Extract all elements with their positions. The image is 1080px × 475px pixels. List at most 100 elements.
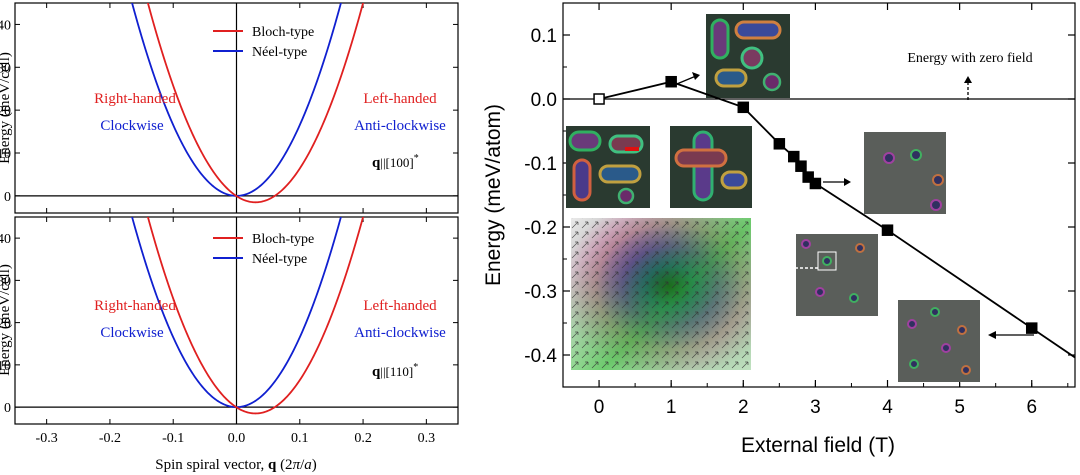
skyrmion-4T-a [801,239,811,249]
bottom-left-panel: 0 10 20 30 40 -0.3 -0.2 -0.1 0.0 0.1 0.2 0.3 Energy… [0,216,459,473]
inset-maze-1T [706,14,790,98]
panelbottom-xtick-label-0: -0.3 [36,431,58,446]
right-panel: 0 1 2 3 4 5 6 0.1 0.0 -0.1 -0.2 -0.3 -0.4 Energy (me… [482,2,1076,457]
paneltop-ytick-label-0: 0 [4,190,11,205]
right-xtick-label-6: 6 [1026,397,1037,418]
right-ytick-label-4: -0.3 [524,282,557,303]
top-curves [15,3,458,213]
panelbottom-xtick-label-2: -0.1 [162,431,184,446]
panelbottom-xtick-label-3: 0.0 [228,431,246,446]
energy-series [593,75,1075,359]
right-xtick-label-1: 1 [666,397,677,418]
skyrmion-zoom-box [817,251,837,271]
top-legend-bloch-label: Bloch-type [252,25,314,40]
top-left-handed-label: Left-handed [363,91,437,107]
bottom-direction-rest: ||[110] [380,364,413,379]
inset-maze-1T-domain-d [714,68,748,88]
energy-point-7 [809,177,822,190]
panelbottom-ytick-label-2: 20 [0,317,11,332]
right-xtick-label-4: 4 [882,397,893,418]
inset-skyrmion-vector-field [571,218,751,370]
bottom-curves [15,217,458,424]
skyrmion-4T-d [815,287,825,297]
bottom-y-axis-label: Energy (meV/cell) [0,264,13,376]
x-axis-a-symbol: a [304,457,312,473]
bottom-direction-q: q [372,364,381,380]
right-ytick-label-1: 0.0 [531,90,557,111]
paneltop-ytick-label-3: 30 [0,61,11,76]
panelbottom-xtick-label-6: 0.3 [418,431,436,446]
bottom-right-handed-label: Right-handed [94,298,176,314]
skyrmion-3T-c [932,174,944,186]
right-x-axis-label: External field (T) [741,434,895,457]
skyrmion-6T-d [941,343,951,353]
energy-point-2 [737,101,750,114]
bottom-direction-label: q||[110]* [372,362,418,380]
right-xtick-label-2: 2 [738,397,749,418]
top-y-ticks: 0 10 20 30 40 [0,3,458,213]
arrow-to-6T-inset-head [988,331,996,339]
energy-point-8 [881,224,894,236]
inset-maze-1T-domain-e [762,72,782,92]
skyrmion-3T-b [910,149,922,161]
x-axis-pi-symbol: π [293,457,301,473]
right-ytick-label-0: 0.1 [531,26,557,47]
inset-maze-2T [670,126,752,208]
zero-field-arrow-head [964,76,972,83]
right-xtick-label-0: 0 [594,397,605,418]
bottom-left-handed-label: Left-handed [363,298,437,314]
right-ticks: 0 1 2 3 4 5 6 0.1 0.0 -0.1 -0.2 -0.3 -0.4 [524,2,1075,418]
right-xtick-label-5: 5 [954,397,965,418]
right-ytick-label-3: -0.2 [524,218,557,239]
inset-maze-1T-domain-b [734,20,782,40]
panelbottom-ytick-label-0: 0 [4,401,11,416]
top-direction-sup: * [414,153,419,164]
bottom-ticks: 0 10 20 30 40 -0.3 -0.2 -0.1 0.0 0.1 0.2 0.3 [0,217,458,446]
inset-maze-0T-domain-e [617,187,635,205]
inset-skyrmions-4T [796,234,878,316]
top-right-handed-label: Right-handed [94,91,176,107]
panelbottom-ytick-label-4: 40 [0,232,11,247]
paneltop-curve-bloch [146,3,365,204]
skyrmion-6T-a [907,319,917,329]
bottom-anti-clockwise-label: Anti-clockwise [354,325,446,341]
top-direction-label: q||[100]* [372,153,419,171]
bottom-x-axis-label: Spin spiral vector, q (2π/a) [155,457,317,473]
bottom-clockwise-label: Clockwise [100,325,164,341]
bottom-legend-bloch-label: Bloch-type [252,232,314,247]
top-direction-q: q [372,155,381,171]
panelbottom-xtick-label-4: 0.1 [291,431,309,446]
right-y-axis-label: Energy (meV/atom) [482,104,505,286]
bottom-direction-sup: * [413,362,418,373]
inset-skyrmions-3T [864,132,946,214]
skyrmion-3T-a [883,152,895,164]
skyrmion-6T-b [930,307,940,317]
zoom-dashed-arrow-head [789,265,795,271]
top-anti-clockwise-label: Anti-clockwise [354,118,446,134]
skyrmion-6T-e [909,359,919,369]
panelbottom-xtick-label-1: -0.2 [99,431,121,446]
inset-pointer-arrows [671,72,1034,339]
arrow-to-3T-inset-head [844,178,851,186]
inset-maze-0T-domain-a [568,130,602,152]
energy-point-4 [788,150,800,163]
inset-maze-2T-domain-c [720,170,748,190]
energy-point-1 [665,75,677,88]
skyrmion-6T-f [961,365,971,375]
skyrmion-6T-c [957,325,967,335]
skyrmion-4T-b [822,256,832,266]
panelbottom-curve-bloch [146,217,365,415]
skyrmion-3T-d [930,199,942,211]
top-clockwise-label: Clockwise [100,118,164,134]
zero-field-label: Energy with zero field [907,51,1032,66]
paneltop-ytick-label-2: 20 [0,104,11,119]
top-direction-rest: ||[100] [380,155,413,170]
top-y-axis-label: Energy (meV/cell) [0,52,13,164]
inset-maze-0T-domain-c [572,158,592,202]
energy-point-3 [773,138,786,150]
arrow-to-1T-inset-head [692,72,700,80]
skyrmion-4T-e [849,293,859,303]
right-ytick-label-5: -0.4 [524,346,557,367]
bottom-legend-neel-label: Néel-type [252,252,307,267]
